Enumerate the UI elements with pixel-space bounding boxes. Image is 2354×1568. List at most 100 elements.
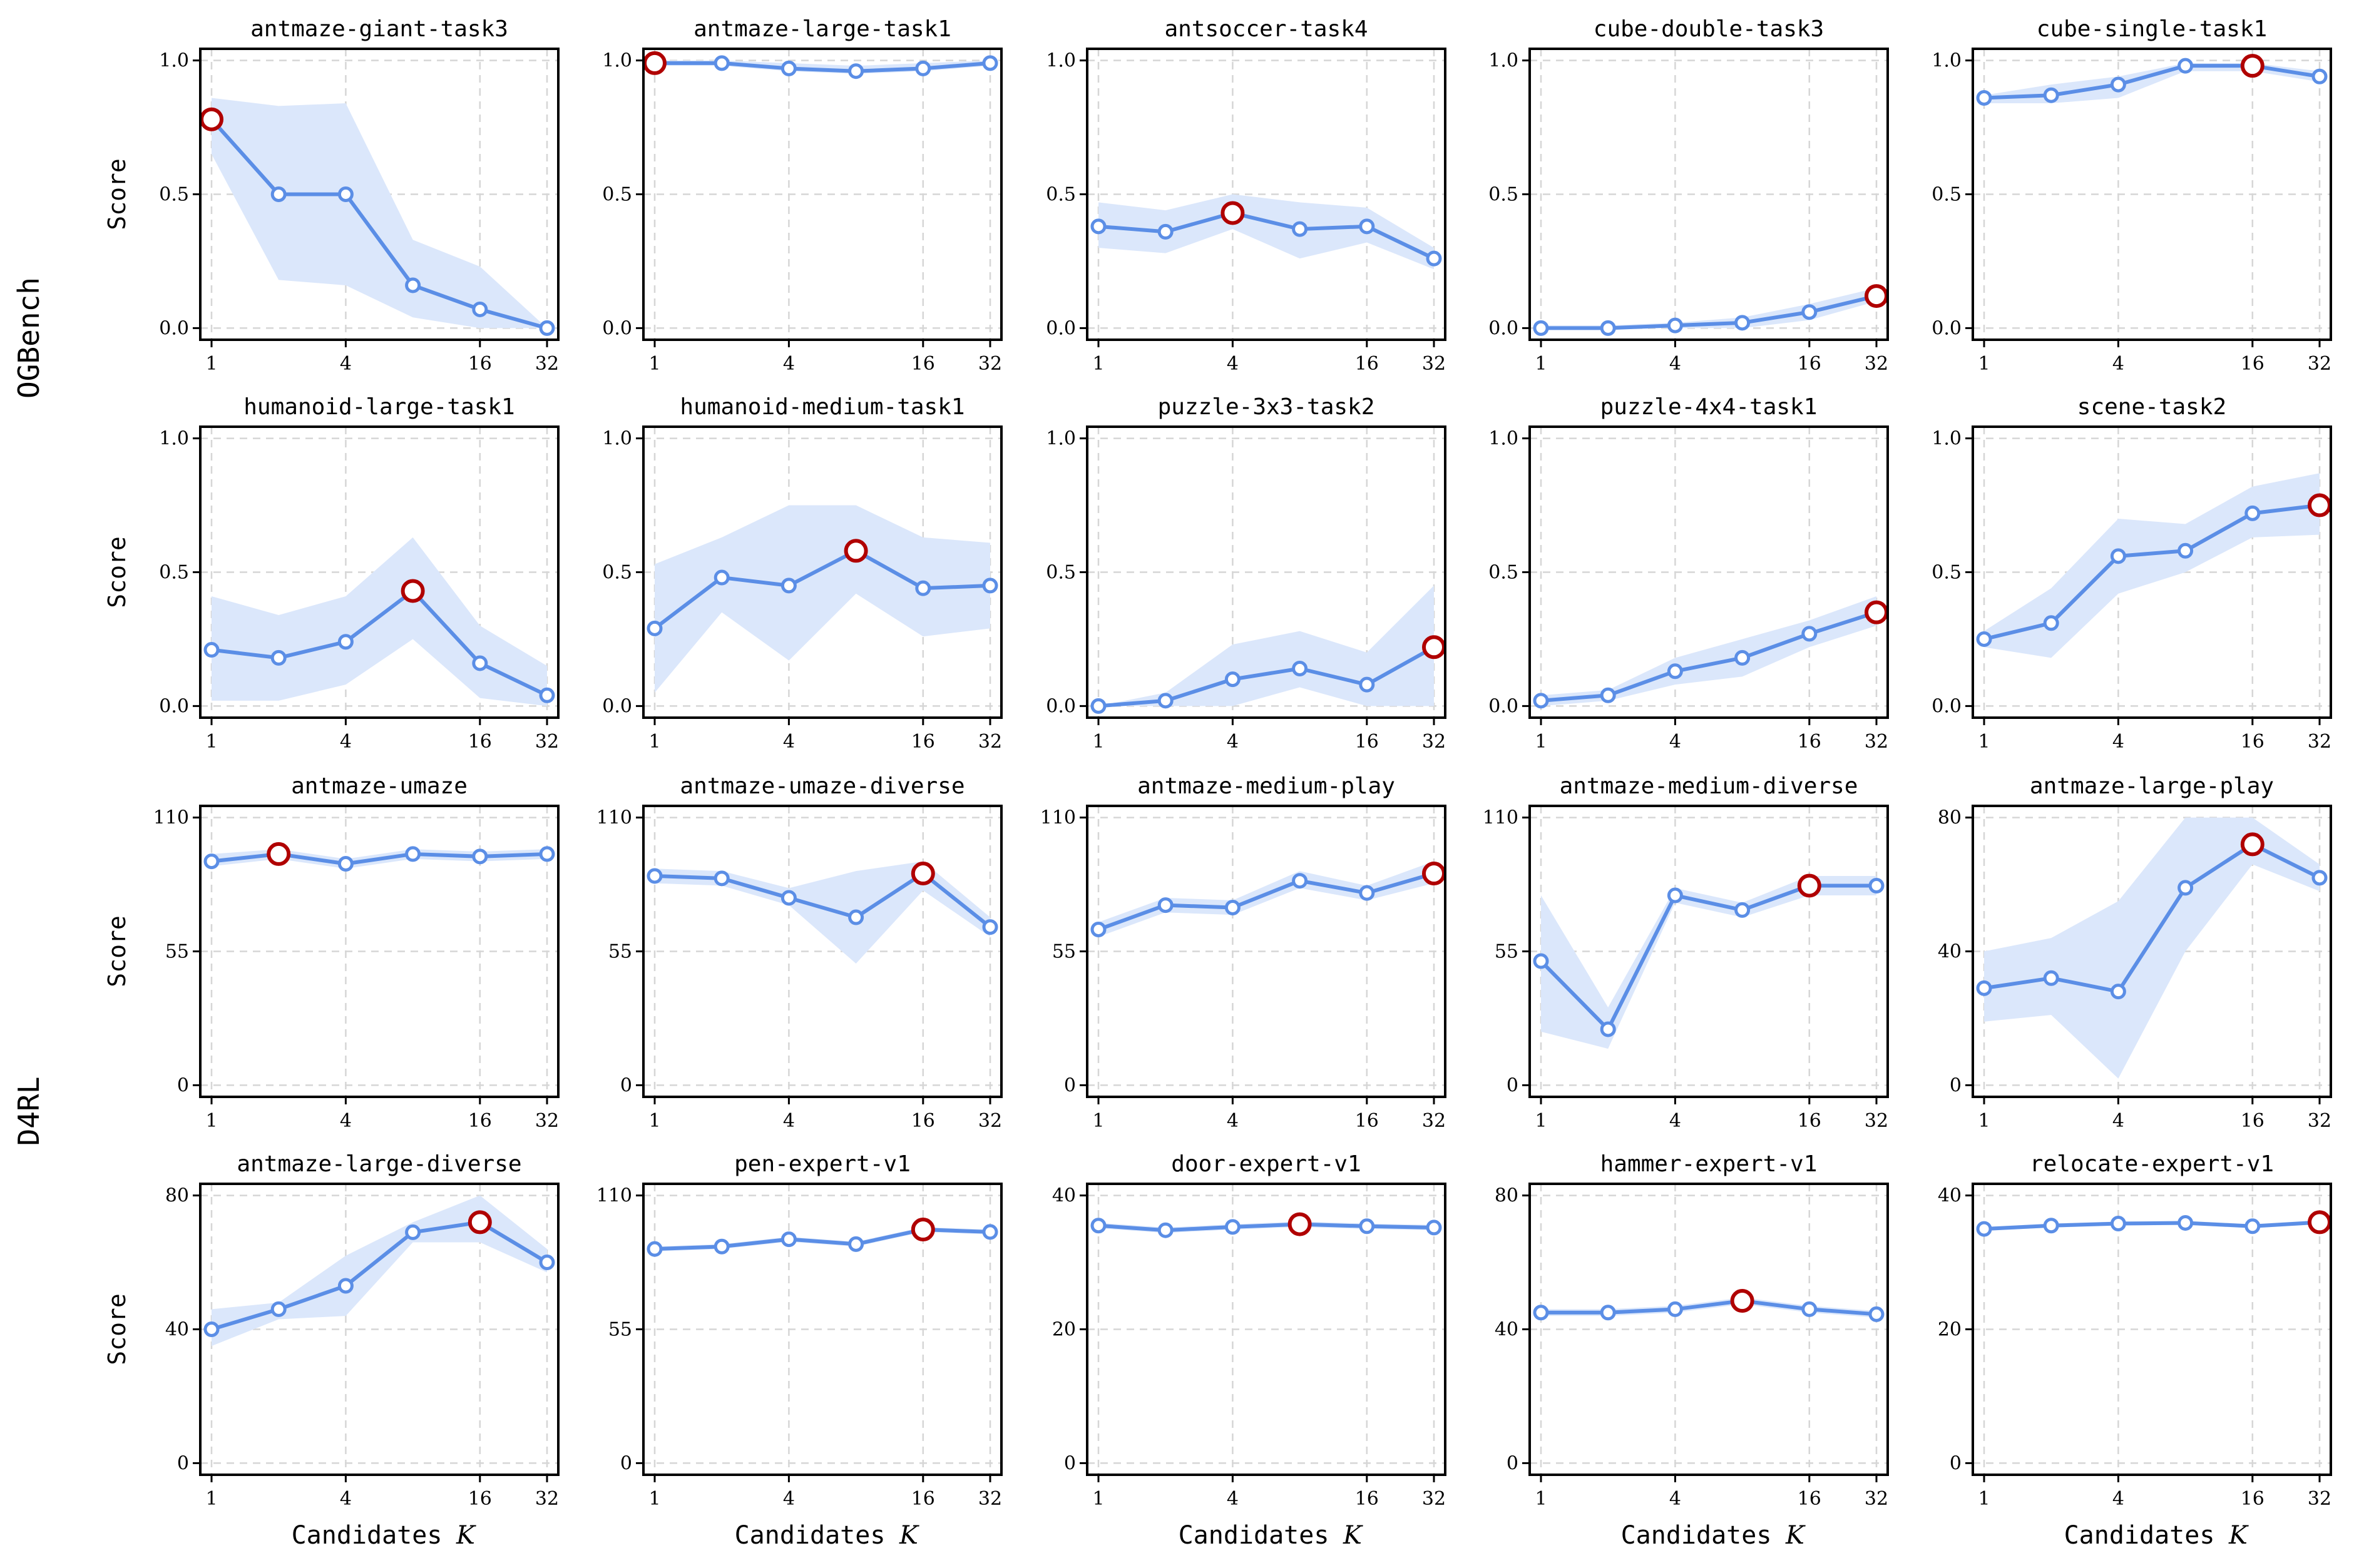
data-point: [2177, 542, 2194, 559]
panel: antmaze-medium-diverse 1 4 16 32 0 55 110: [1483, 773, 1889, 1132]
y-tick-label: 0.5: [1488, 562, 1518, 584]
data-point: [714, 1238, 730, 1255]
data-point: [1868, 1306, 1885, 1322]
series-line: [1983, 842, 2321, 994]
data-point: [270, 186, 287, 202]
confidence-band: [1098, 861, 1434, 937]
y-tick-label: 0.5: [1046, 184, 1076, 206]
x-tick-label: 1: [205, 353, 217, 375]
x-tick-label: 32: [1422, 353, 1446, 375]
panel: antmaze-large-play 1 4 16 32 0 40 80: [1938, 773, 2332, 1132]
data-point: [1667, 1301, 1683, 1317]
series-line: [1098, 645, 1435, 708]
y-tick-label: 40: [1495, 1319, 1518, 1341]
y-tick-label: 0: [620, 1452, 632, 1474]
y-tick-label: 110: [153, 807, 189, 829]
best-point-marker: [2240, 832, 2264, 857]
data-point: [1976, 980, 1992, 996]
y-tick-label: 0.0: [1488, 317, 1518, 339]
data-point: [1600, 687, 1616, 703]
y-tick-label: 0.0: [1932, 695, 1962, 717]
x-tick-label: 4: [1227, 1110, 1239, 1132]
x-tick-label: 16: [468, 731, 492, 753]
panel: cube-single-task1 1 4 16 32 0.0 0.5 1.0: [1932, 16, 2332, 375]
x-tick-label: 32: [535, 1488, 559, 1510]
x-tick-label: 4: [340, 731, 352, 753]
series-line: [655, 61, 991, 73]
confidence-band: [212, 537, 547, 706]
y-tick-label: 1.0: [602, 50, 632, 72]
x-tick-label: 1: [1978, 1110, 1990, 1132]
data-point: [2177, 880, 2194, 896]
data-point: [1157, 1222, 1174, 1238]
series-line: [1541, 294, 1877, 330]
x-tick-label: 32: [1422, 1488, 1446, 1510]
x-tick-label: 16: [2241, 1110, 2264, 1132]
panel: humanoid-large-task1 1 4 16 32 0.0 0.5 1.0 Score: [103, 394, 560, 753]
panel: antmaze-giant-task3 1 4 16 32 0.0 0.5 1.0 Score: [103, 16, 560, 375]
confidence-band: [1541, 875, 1876, 1049]
x-tick-label: 32: [2308, 1110, 2331, 1132]
x-tick-label: 1: [648, 353, 660, 375]
panel: door-expert-v1 1 4 16 32 0 20 40 Candidates K: [1052, 1151, 1446, 1550]
data-point: [780, 1231, 797, 1248]
data-point: [1426, 250, 1442, 267]
confidence-band: [1541, 596, 1876, 706]
y-tick-label: 0: [1950, 1074, 1962, 1096]
y-tick-label: 110: [596, 807, 632, 829]
x-tick-label: 32: [2308, 1488, 2331, 1510]
x-tick-label: 16: [1798, 731, 1821, 753]
data-point: [472, 848, 488, 865]
x-tick-label: 4: [340, 353, 352, 375]
data-point: [714, 569, 730, 586]
y-tick-label: 0.0: [1046, 317, 1076, 339]
y-tick-label: 40: [165, 1319, 189, 1341]
data-point: [2244, 1218, 2261, 1235]
series-line: [211, 589, 548, 697]
data-point: [1600, 320, 1616, 336]
data-point: [1734, 315, 1751, 331]
data-point: [848, 63, 864, 79]
x-tick-label: 32: [978, 1488, 1002, 1510]
x-tick-label: 1: [1978, 353, 1990, 375]
y-tick-label: 0.0: [602, 317, 632, 339]
series-line: [1097, 872, 1435, 932]
data-point: [982, 55, 998, 71]
panel: hammer-expert-v1 1 4 16 32 0 40 80 Candidates K: [1495, 1151, 1889, 1550]
x-tick-label: 16: [2241, 353, 2264, 375]
data-point: [1224, 899, 1241, 915]
data-point: [1292, 221, 1308, 237]
panel-title: antmaze-umaze: [291, 773, 468, 799]
confidence-band: [1098, 194, 1434, 270]
y-tick-label: 1.0: [1488, 428, 1518, 450]
data-point: [2244, 505, 2261, 521]
x-axis-symbol: K: [2228, 1521, 2249, 1550]
panel: puzzle-3x3-task2 1 4 16 32 0.0 0.5 1.0: [1046, 394, 1446, 753]
x-tick-label: 32: [1865, 353, 1888, 375]
panel: antmaze-large-diverse 1 4 16 32 0 40 80 Score Can…: [103, 1151, 560, 1550]
series-line: [654, 872, 991, 929]
panel: antsoccer-task4 1 4 16 32 0.0 0.5 1.0: [1046, 16, 1446, 375]
best-point-marker: [1865, 284, 1888, 308]
panel-title: humanoid-medium-task1: [680, 394, 965, 420]
panel: relocate-expert-v1 1 4 16 32 0 20 40 Candidates K: [1938, 1151, 2332, 1550]
data-point: [1667, 317, 1683, 333]
y-tick-label: 0: [1950, 1452, 1962, 1474]
data-point: [1976, 1221, 1992, 1237]
y-tick-label: 0.0: [159, 317, 189, 339]
y-tick-label: 40: [1938, 941, 1962, 963]
y-tick-label: 55: [1495, 941, 1518, 963]
x-axis-label: Candidates: [1179, 1521, 1329, 1550]
panel: antmaze-large-task1 1 4 16 32 0.0 0.5 1.0: [602, 16, 1003, 375]
panel: antmaze-umaze 1 4 16 32 0 55 110 Score: [103, 773, 560, 1132]
y-axis-label: Score: [103, 158, 131, 230]
x-tick-label: 4: [1227, 731, 1239, 753]
x-tick-label: 1: [648, 1488, 660, 1510]
y-tick-label: 0.0: [602, 695, 632, 717]
data-point: [2043, 970, 2059, 986]
x-tick-label: 1: [1978, 1488, 1990, 1510]
data-point: [2110, 984, 2126, 1000]
panel-title: hammer-expert-v1: [1600, 1151, 1818, 1177]
best-point-marker: [1865, 600, 1888, 624]
